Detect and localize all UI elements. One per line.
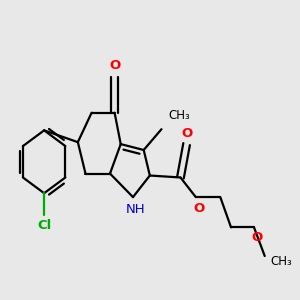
- Text: CH₃: CH₃: [271, 255, 292, 268]
- Text: O: O: [193, 202, 205, 214]
- Text: O: O: [181, 127, 192, 140]
- Text: NH: NH: [126, 203, 145, 216]
- Text: O: O: [109, 59, 121, 72]
- Text: CH₃: CH₃: [168, 109, 190, 122]
- Text: O: O: [251, 231, 263, 244]
- Text: Cl: Cl: [37, 219, 51, 232]
